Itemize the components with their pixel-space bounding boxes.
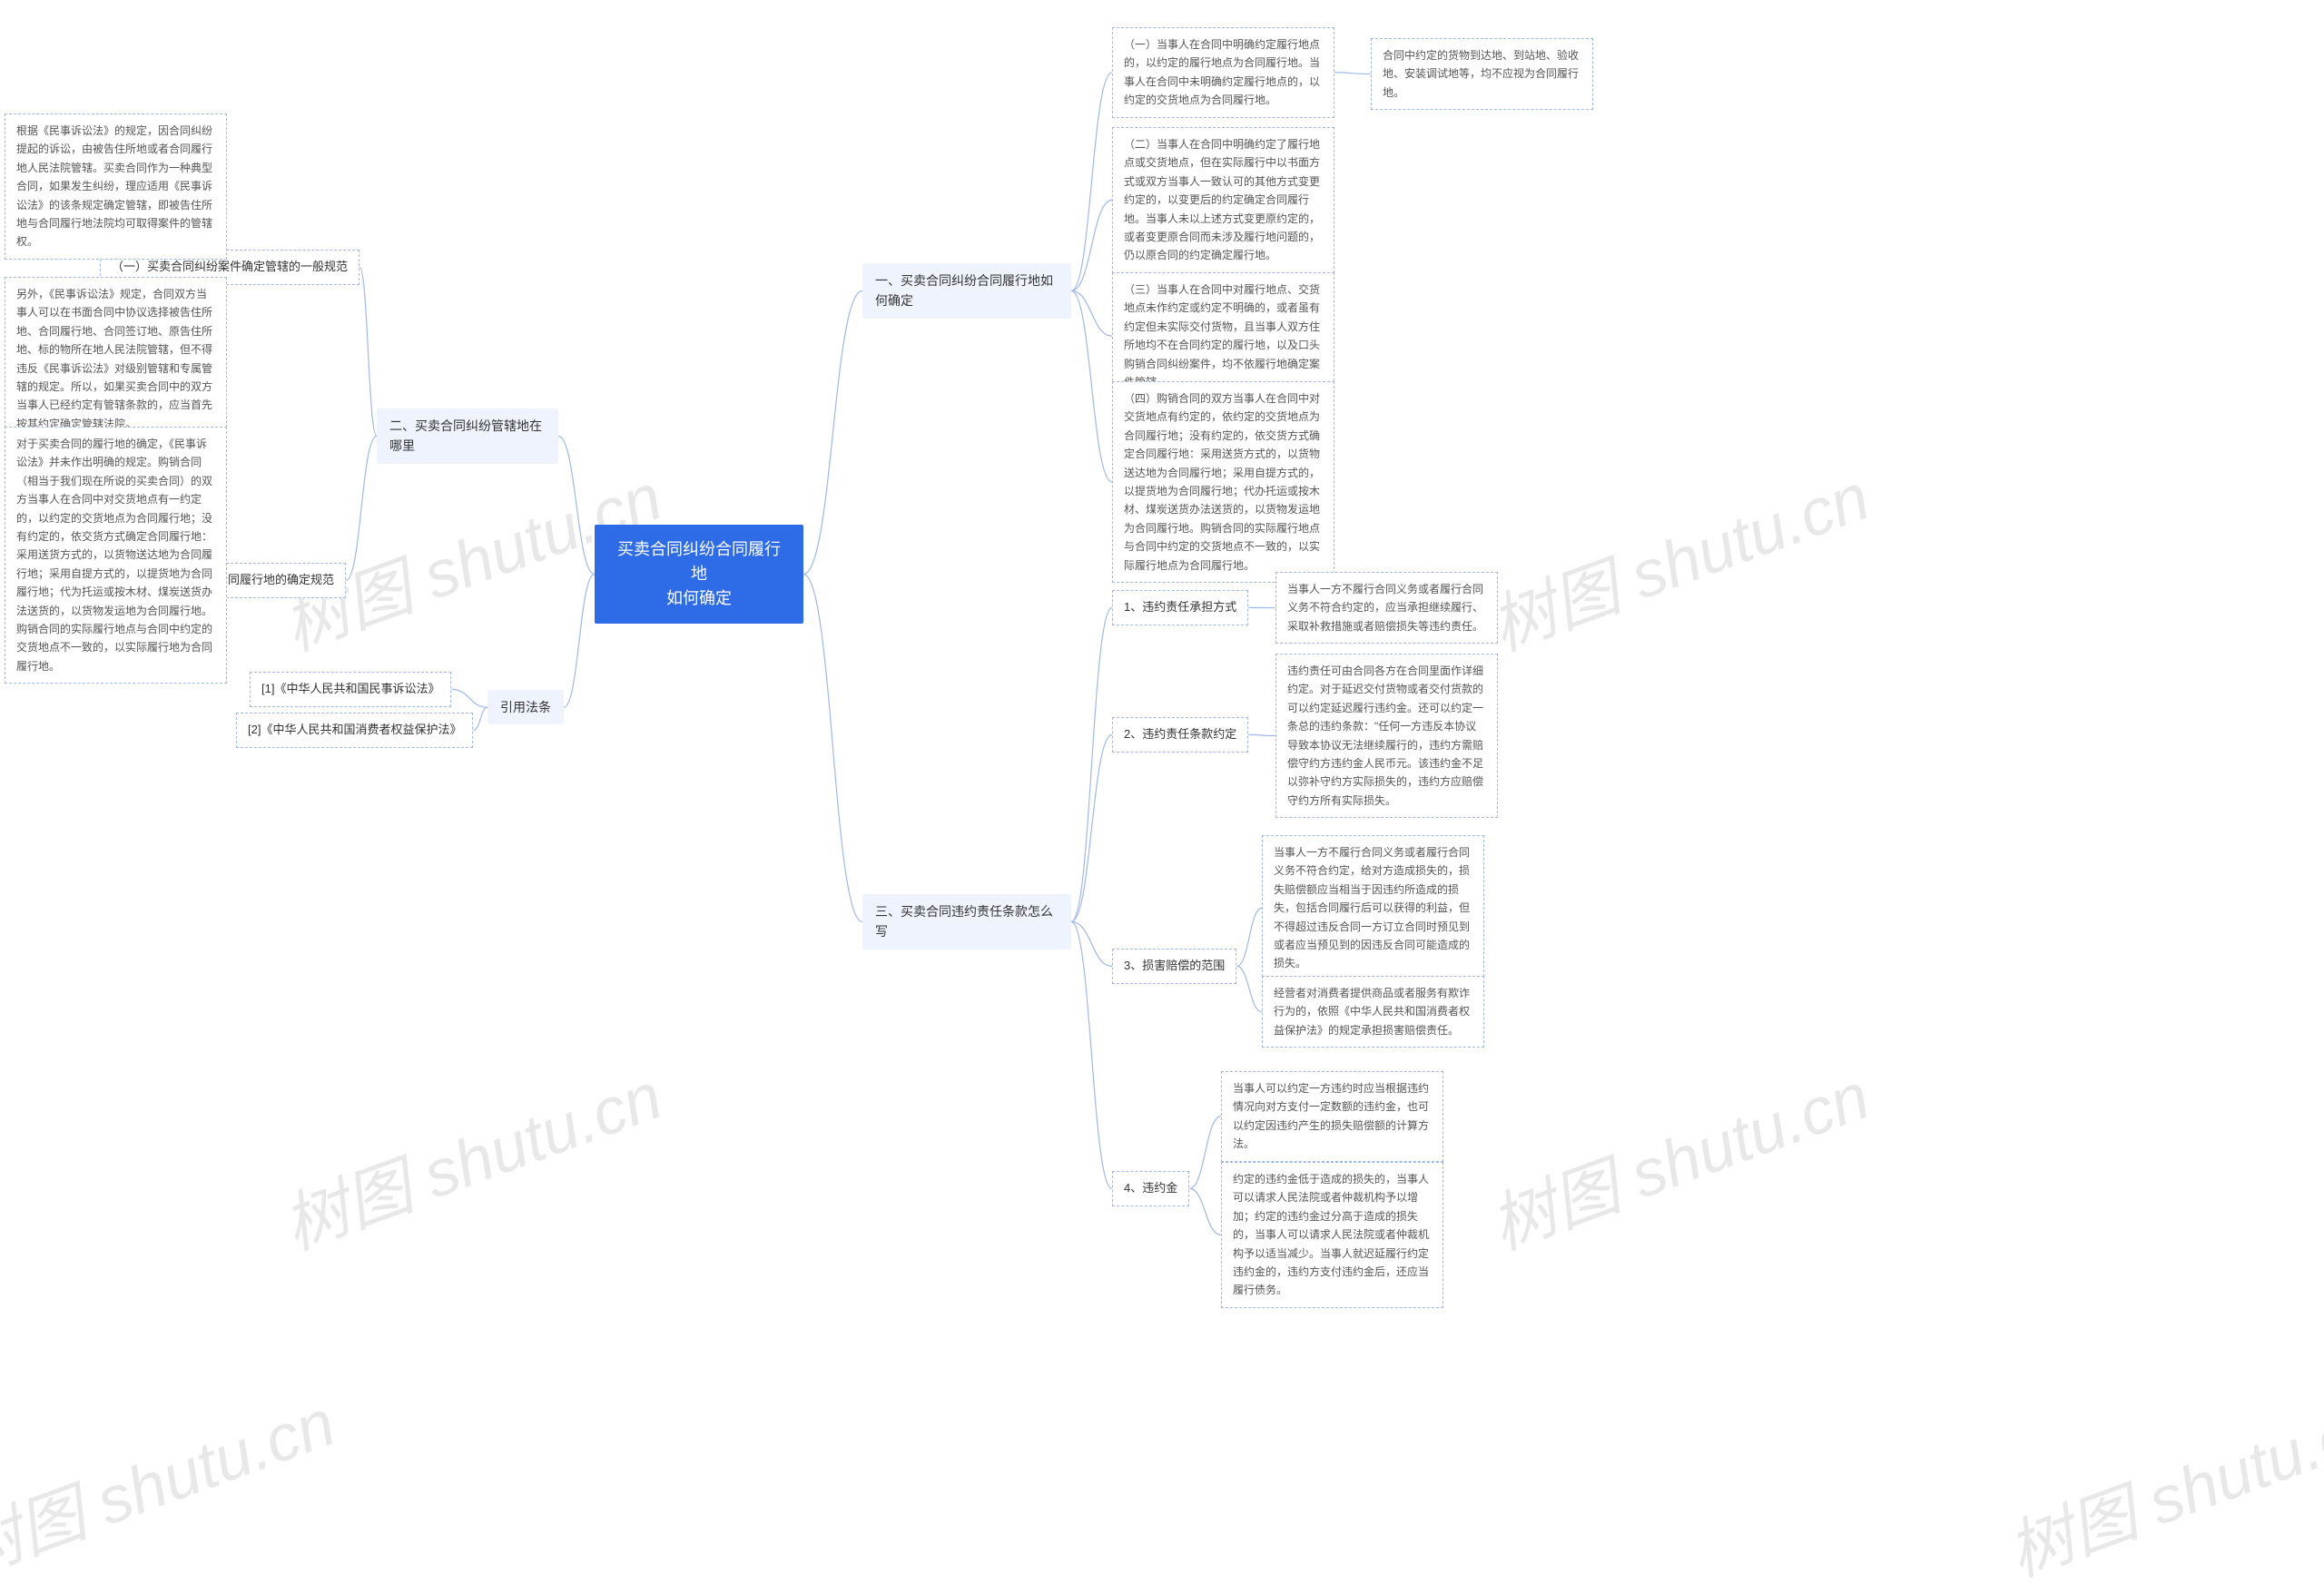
watermark: 树图 shutu.cn — [268, 1043, 673, 1268]
branch-2-node-2-leaf: 对于买卖合同的履行地的确定，《民事诉讼法》并未作出明确的规定。购销合同（相当于我… — [5, 427, 227, 684]
branch-3-node-1: 1、违约责任承担方式 — [1112, 590, 1248, 625]
watermark: 树图 shutu.cn — [1475, 444, 1880, 669]
branch-3: 三、买卖合同违约责任条款怎么写 — [862, 894, 1071, 950]
branch-1-node-1: （一）当事人在合同中明确约定履行地点的，以约定的履行地点为合同履行地。当事人在合… — [1112, 27, 1334, 118]
branch-2-node-1-leaf-1: 根据《民事诉讼法》的规定，因合同纠纷提起的诉讼，由被告住所地或者合同履行地人民法… — [5, 113, 227, 260]
root-title-1: 买卖合同纠纷合同履行地 — [617, 540, 781, 583]
branch-3-node-1-leaf: 当事人一方不履行合同义务或者履行合同义务不符合约定的，应当承担继续履行、采取补救… — [1275, 572, 1498, 644]
branch-2-node-1-leaf-2: 另外，《民事诉讼法》规定，合同双方当事人可以在书面合同中协议选择被告住所地、合同… — [5, 277, 227, 441]
branch-ref: 引用法条 — [487, 690, 564, 724]
watermark: 树图 shutu.cn — [0, 1370, 346, 1594]
branch-3-node-4: 4、违约金 — [1112, 1171, 1189, 1206]
ref-node-2: [2]《中华人民共和国消费者权益保护法》 — [236, 713, 473, 748]
branch-2: 二、买卖合同纠纷管辖地在哪里 — [377, 408, 558, 464]
branch-1-node-1-side: 合同中约定的货物到达地、到站地、验收地、安装调试地等，均不应视为合同履行地。 — [1371, 38, 1593, 110]
branch-3-node-4-leaf-2: 约定的违约金低于造成的损失的，当事人可以请求人民法院或者仲裁机构予以增加；约定的… — [1221, 1162, 1443, 1308]
branch-3-node-3: 3、损害赔偿的范围 — [1112, 949, 1236, 984]
ref-node-1: [1]《中华人民共和国民事诉讼法》 — [250, 672, 451, 707]
watermark: 树图 shutu.cn — [1475, 1043, 1880, 1268]
watermark: 树图 shutu.cn — [1993, 1370, 2324, 1594]
branch-3-node-3-leaf-2: 经营者对消费者提供商品或者服务有欺诈行为的，依照《中华人民共和国消费者权益保护法… — [1262, 976, 1484, 1048]
branch-1-node-2: （二）当事人在合同中明确约定了履行地点或交货地点，但在实际履行中以书面方式或双方… — [1112, 127, 1334, 273]
branch-3-node-3-leaf-1: 当事人一方不履行合同义务或者履行合同义务不符合约定，给对方造成损失的，损失赔偿额… — [1262, 835, 1484, 981]
branch-1: 一、买卖合同纠纷合同履行地如何确定 — [862, 263, 1071, 319]
branch-1-node-4: （四）购销合同的双方当事人在合同中对交货地点有约定的，依约定的交货地点为合同履行… — [1112, 381, 1334, 583]
root-node: 买卖合同纠纷合同履行地 如何确定 — [595, 525, 803, 624]
root-title-2: 如何确定 — [666, 589, 732, 607]
branch-3-node-4-leaf-1: 当事人可以约定一方违约时应当根据违约情况向对方支付一定数额的违约金，也可以约定因… — [1221, 1071, 1443, 1162]
branch-3-node-2: 2、违约责任条款约定 — [1112, 717, 1248, 753]
branch-3-node-2-leaf: 违约责任可由合同各方在合同里面作详细约定。对于延迟交付货物或者交付货款的可以约定… — [1275, 654, 1498, 818]
